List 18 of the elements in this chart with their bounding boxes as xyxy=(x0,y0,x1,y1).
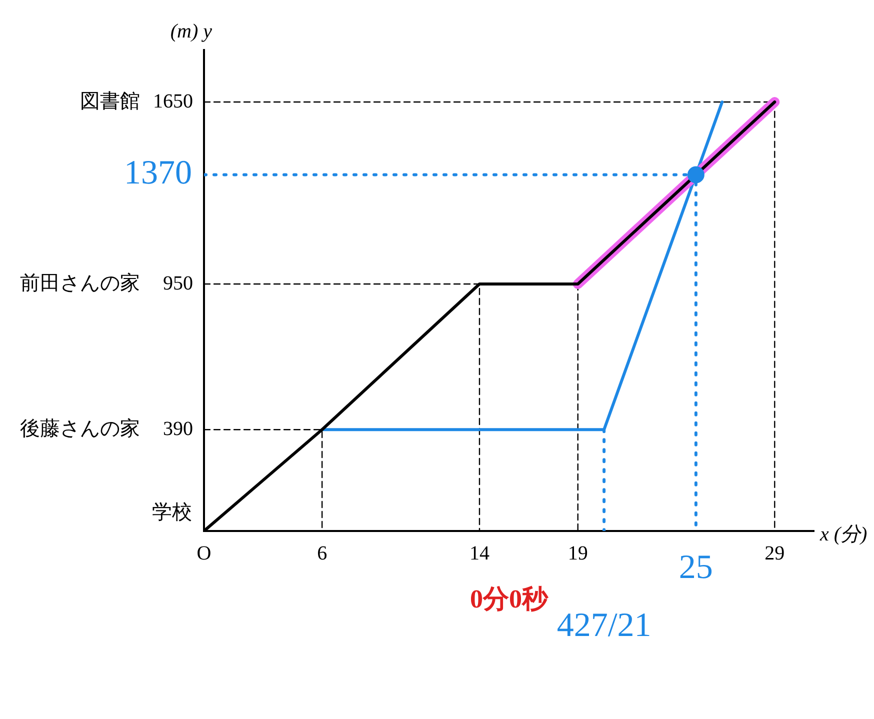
x-tick-label: 29 xyxy=(764,542,785,564)
annotation: 25 xyxy=(678,548,713,586)
y-tick-label: 1650 xyxy=(153,90,193,112)
y-tick-label: 950 xyxy=(163,272,193,294)
text: 図書館 xyxy=(80,90,140,112)
x-tick-label: O xyxy=(196,542,212,564)
annotation: 427/21 xyxy=(556,606,652,644)
text: 後藤さんの家 xyxy=(20,418,140,440)
text: 0分0秒 xyxy=(470,584,549,614)
text: 前田さんの家 xyxy=(20,272,140,294)
x-axis-title: x (分) xyxy=(819,523,868,546)
y-axis-title: (m) y xyxy=(170,20,212,42)
y-tick-label: 390 xyxy=(163,418,193,440)
annotation: 1370 xyxy=(124,154,192,192)
x-tick-label: 6 xyxy=(317,542,328,564)
text: 学校 xyxy=(152,501,192,524)
x-tick-label: 19 xyxy=(568,542,588,564)
x-tick-label: 14 xyxy=(469,542,490,564)
